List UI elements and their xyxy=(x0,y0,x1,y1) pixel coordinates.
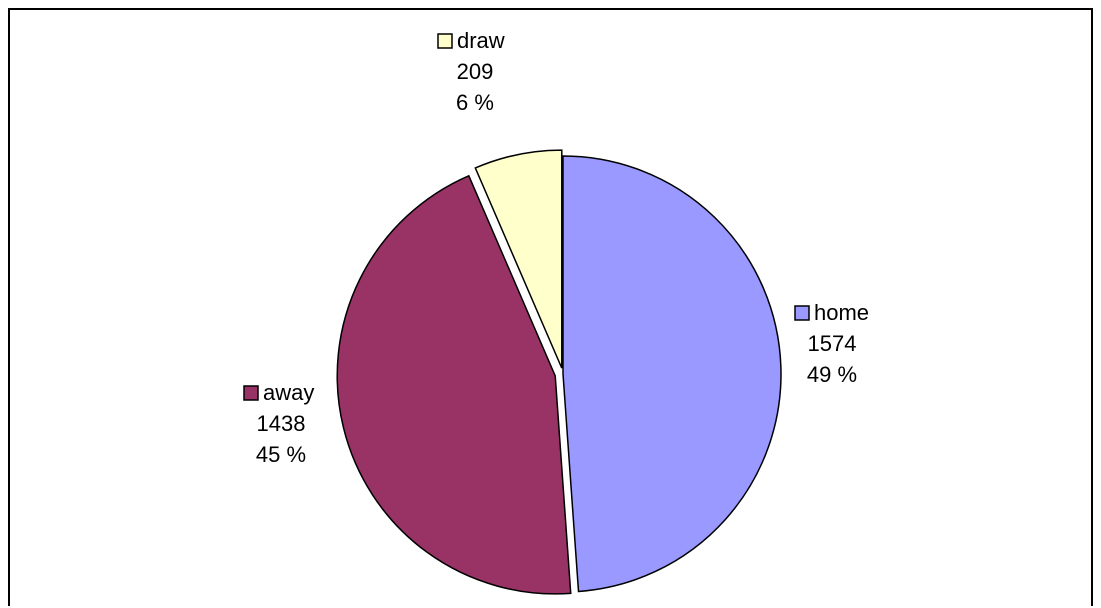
slice-value-draw: 209 xyxy=(457,59,494,84)
pie-slice-draw xyxy=(474,149,563,369)
legend-key-away xyxy=(243,385,259,401)
slice-label-away: away 1438 45 % xyxy=(243,380,314,467)
slice-value-home: 1574 xyxy=(808,331,857,356)
slice-percent-draw: 6 % xyxy=(456,90,494,115)
legend-key-draw xyxy=(437,33,453,49)
pie-slice-away xyxy=(336,174,572,595)
pie-labels: home 1574 49 % away 1438 45 % draw 209 6 % xyxy=(243,28,869,467)
slice-label-home: home 1574 49 % xyxy=(794,300,869,387)
slice-label-draw: draw 209 6 % xyxy=(437,28,505,115)
slice-percent-home: 49 % xyxy=(807,362,857,387)
legend-key-home xyxy=(794,305,810,321)
slice-percent-away: 45 % xyxy=(256,442,306,467)
pie-chart: home 1574 49 % away 1438 45 % draw 209 6 % xyxy=(243,28,869,595)
pie-slices xyxy=(336,149,782,595)
chart-frame: home 1574 49 % away 1438 45 % draw 209 6 % xyxy=(8,8,1093,606)
slice-value-away: 1438 xyxy=(257,411,306,436)
slice-name-away: away xyxy=(263,380,314,405)
slice-name-draw: draw xyxy=(457,28,505,53)
slice-name-home: home xyxy=(814,300,869,325)
pie-slice-home xyxy=(562,155,782,593)
